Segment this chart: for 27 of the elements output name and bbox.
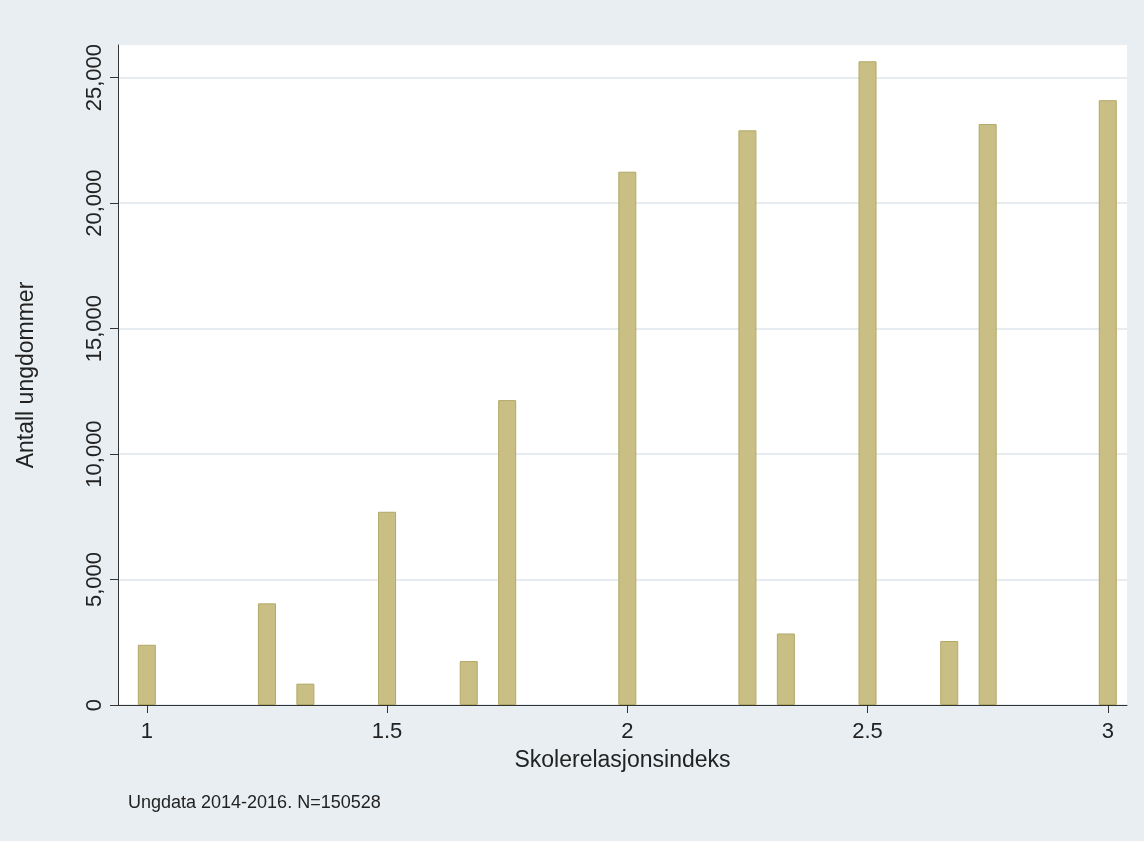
x-tick-label: 3: [1101, 717, 1114, 743]
x-tick-label: 2: [621, 717, 634, 743]
y-tick-label: 20,000: [80, 169, 106, 237]
bar: [618, 171, 637, 705]
bar: [378, 511, 397, 705]
y-tick-label: 5,000: [80, 551, 106, 608]
bar: [1098, 100, 1117, 705]
bar: [978, 124, 997, 705]
x-tick-label: 2.5: [852, 717, 883, 743]
bar: [257, 603, 276, 705]
y-tick-label: 0: [80, 698, 106, 712]
bar: [498, 400, 517, 705]
bar: [459, 661, 478, 705]
bar: [137, 644, 156, 705]
bar: [296, 683, 315, 705]
y-axis-title: Antall ungdommer: [11, 281, 38, 469]
bar: [858, 61, 877, 705]
x-tick-label: 1: [140, 717, 153, 743]
bar: [738, 130, 757, 705]
bar: [776, 633, 795, 705]
x-tick-label: 1.5: [371, 717, 403, 743]
y-tick-label: 15,000: [80, 294, 106, 363]
x-axis-title: Skolerelasjonsindeks: [514, 745, 731, 772]
text: Ungdata 2014-2016. N=150528: [128, 792, 381, 812]
y-tick-label: 25,000: [80, 43, 106, 112]
y-tick-label: 10,000: [80, 420, 106, 488]
bar: [940, 641, 959, 705]
